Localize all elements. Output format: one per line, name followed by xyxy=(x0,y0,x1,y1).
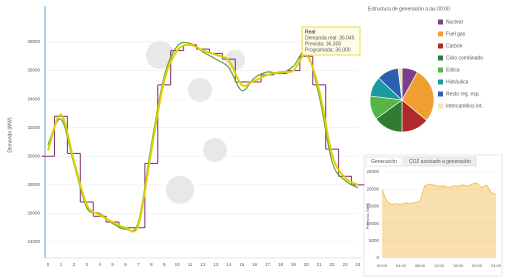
legend-swatch xyxy=(438,32,443,37)
legend-label: Resto reg. esp. xyxy=(446,91,480,97)
y-tick-label: 25000 xyxy=(366,169,379,174)
y-tick-label: 20000 xyxy=(366,186,379,191)
legend-label: Ciclo combinado xyxy=(446,55,483,61)
x-tick-label: 04:00 xyxy=(396,263,407,268)
tab-label[interactable]: Generación xyxy=(371,159,397,165)
y-tick-label: 30000 xyxy=(27,153,40,158)
legend-swatch xyxy=(438,80,443,85)
x-tick-label: 00:00 xyxy=(377,263,388,268)
y-tick-label: 15000 xyxy=(366,204,379,209)
x-tick-label: 19 xyxy=(291,262,297,267)
x-tick-label: 18 xyxy=(278,262,284,267)
y-tick-label: 36000 xyxy=(27,68,40,73)
legend-label: Carbón xyxy=(446,43,463,49)
x-tick-label: 20 xyxy=(304,262,310,267)
tab-label[interactable]: CO2 asociado a generación xyxy=(409,159,471,165)
x-tick-label: 20:00 xyxy=(472,263,483,268)
x-tick-label: 23 xyxy=(343,262,349,267)
y-tick-label: 5000 xyxy=(369,238,380,243)
y-tick-label: 34000 xyxy=(27,96,40,101)
legend-swatch xyxy=(438,20,443,25)
dashboard: Demanda (MW) Estructura de generación a … xyxy=(0,0,505,279)
x-tick-label: 21 xyxy=(317,262,323,267)
y-tick-label: 28000 xyxy=(27,182,40,187)
x-tick-label: 24:00 xyxy=(491,263,502,268)
x-tick-label: 14 xyxy=(226,262,232,267)
x-tick-label: 22 xyxy=(330,262,336,267)
legend-swatch xyxy=(438,104,443,109)
legend-label: Fuel gas xyxy=(446,31,466,37)
x-tick-label: 16:00 xyxy=(453,263,464,268)
legend-swatch xyxy=(438,44,443,49)
legend-swatch xyxy=(438,68,443,73)
x-tick-label: 12 xyxy=(200,262,206,267)
y-tick-label: 26000 xyxy=(27,211,40,216)
x-tick-label: 24 xyxy=(355,262,361,267)
y-tick-label: 32000 xyxy=(27,125,40,130)
legend-label: Intercambios int. xyxy=(446,103,483,109)
x-tick-label: 08:00 xyxy=(415,263,426,268)
y-tick-label: 24000 xyxy=(27,239,40,244)
x-tick-label: 11 xyxy=(188,262,193,267)
legend-swatch xyxy=(438,92,443,97)
x-tick-label: 17 xyxy=(265,262,271,267)
legend-label: Eólica xyxy=(446,67,460,73)
y-axis-title: Demanda (MW) xyxy=(7,117,13,153)
y-tick-label: 10000 xyxy=(366,221,379,226)
legend-swatch xyxy=(438,56,443,61)
x-tick-label: 12:00 xyxy=(434,263,445,268)
x-tick-label: 10 xyxy=(175,262,181,267)
x-tick-label: 13 xyxy=(213,262,219,267)
x-tick-label: 15 xyxy=(239,262,245,267)
y-tick-label: 38000 xyxy=(27,39,40,44)
legend-label: Hidráulica xyxy=(446,79,468,85)
tooltip: Real Demanda real: 36.045 Prevista: 36.3… xyxy=(302,27,360,55)
tooltip-line: Programada: 36.000 xyxy=(305,47,351,53)
legend-label: Nuclear xyxy=(446,19,464,25)
pie-title: Estructura de generación a las 00:00 xyxy=(368,6,450,12)
x-tick-label: 16 xyxy=(252,262,258,267)
